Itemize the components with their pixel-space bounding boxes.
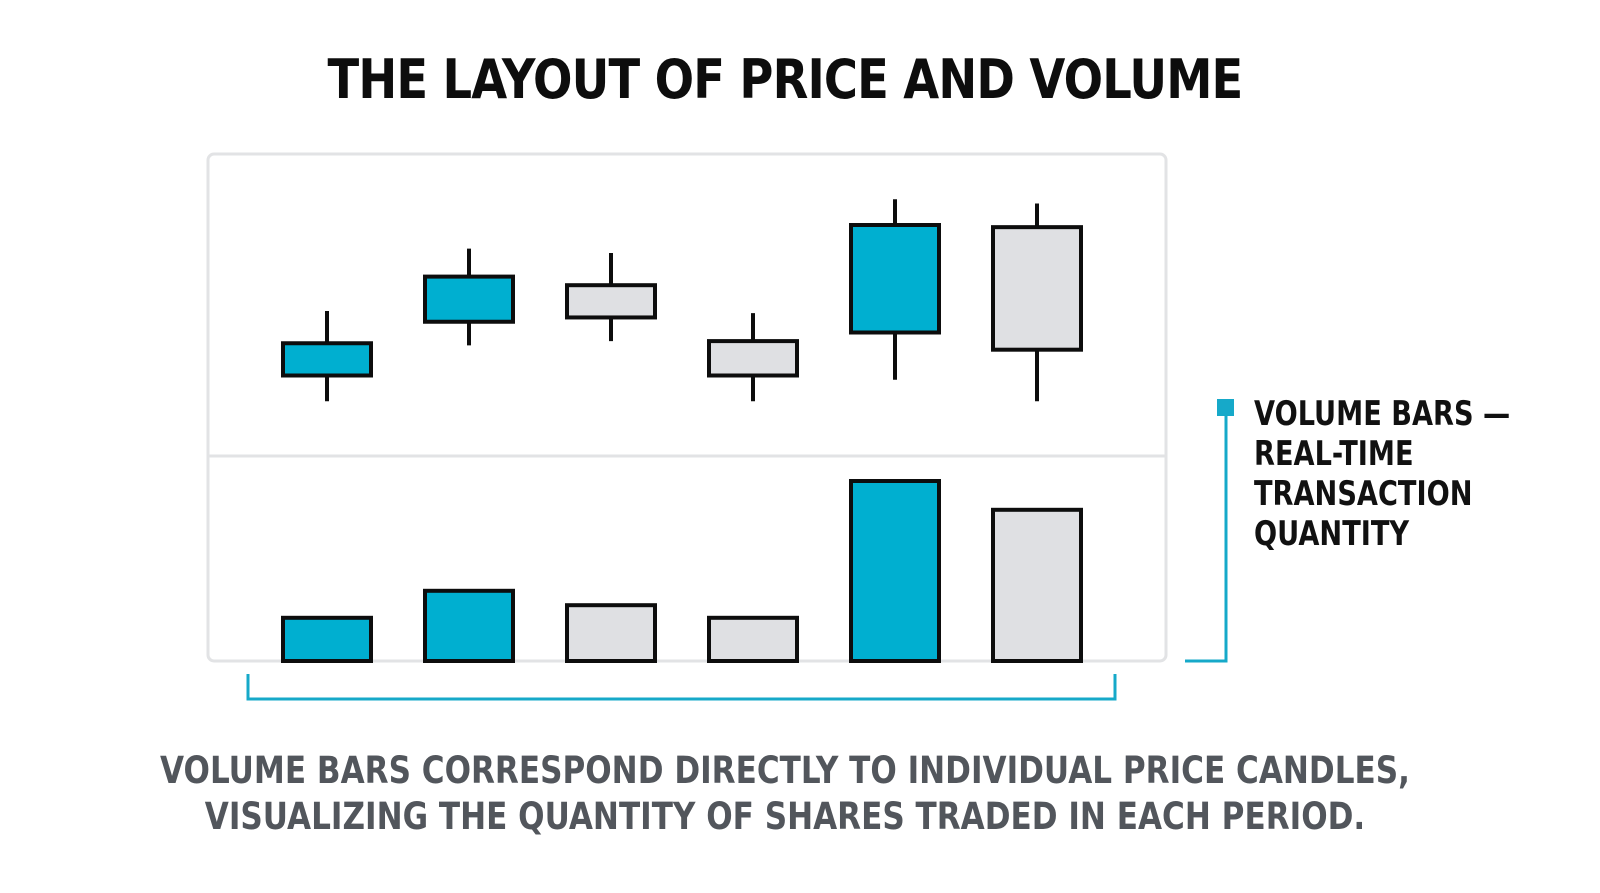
candle-body xyxy=(281,341,373,378)
volume-bar xyxy=(991,507,1083,663)
volume-annotation-line: VOLUME BARS — xyxy=(1254,394,1511,434)
side-bracket-marker xyxy=(1217,399,1234,416)
volume-annotation-line: QUANTITY xyxy=(1254,514,1410,554)
caption-line: VOLUME BARS CORRESPOND DIRECTLY TO INDIV… xyxy=(160,749,1410,792)
price-candles xyxy=(281,199,1083,402)
volume-bar xyxy=(849,479,941,663)
volume-annotation-line: TRANSACTION xyxy=(1254,474,1473,514)
price-candle xyxy=(281,311,373,402)
volume-bar xyxy=(423,588,515,663)
volume-bar xyxy=(281,615,373,663)
price-candle xyxy=(423,248,515,346)
volume-bar xyxy=(565,603,657,664)
page-title: THE LAYOUT OF PRICE AND VOLUME xyxy=(327,48,1244,111)
price-candle xyxy=(707,313,799,402)
candle-body xyxy=(849,223,941,335)
price-candle xyxy=(991,203,1083,402)
candle-body xyxy=(423,274,515,324)
bottom-bracket xyxy=(246,674,1117,701)
candle-body xyxy=(707,339,799,378)
caption: VOLUME BARS CORRESPOND DIRECTLY TO INDIV… xyxy=(126,748,1445,840)
candle-body xyxy=(991,225,1083,352)
volume-annotation-line: REAL-TIME xyxy=(1254,434,1414,474)
price-candle xyxy=(565,252,657,342)
volume-bars xyxy=(281,479,1083,664)
volume-annotation: VOLUME BARS — REAL-TIME TRANSACTION QUAN… xyxy=(1254,394,1510,554)
caption-line: VISUALIZING THE QUANTITY OF SHARES TRADE… xyxy=(204,795,1366,838)
candle-body xyxy=(565,283,657,320)
side-bracket xyxy=(1185,410,1228,663)
volume-bar xyxy=(707,615,799,663)
price-candle xyxy=(849,199,941,380)
